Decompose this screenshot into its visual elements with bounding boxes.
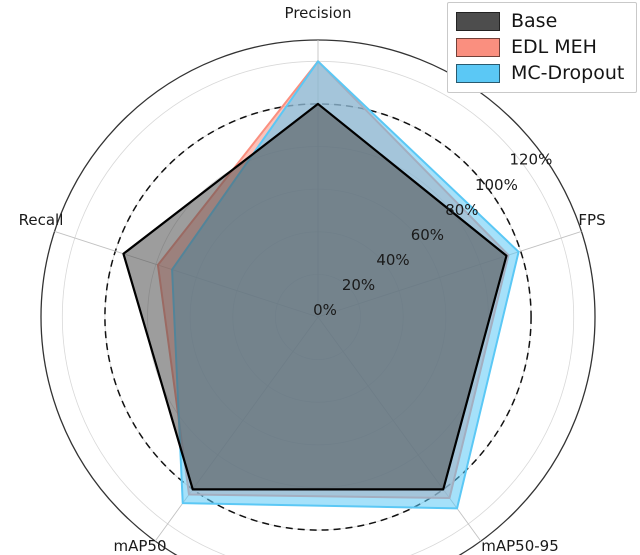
reference-ring-100: [104, 103, 532, 531]
radial-tick-40: 40%: [376, 251, 409, 269]
axis-label-map50: mAP50: [113, 537, 166, 555]
radial-tick-120: 120%: [509, 151, 552, 169]
legend-item-base[interactable]: Base: [456, 8, 628, 34]
series-polygons: [122, 60, 520, 510]
legend-label-edl-meh: EDL MEH: [511, 35, 597, 58]
radial-tick-100: 100%: [475, 176, 518, 194]
legend-swatch-edl-meh: [456, 37, 500, 57]
legend: Base EDL MEH MC-Dropout: [447, 2, 637, 93]
axis-label-fps: FPS: [578, 211, 605, 229]
legend-item-mc-dropout[interactable]: MC-Dropout: [456, 60, 628, 86]
legend-swatch-mc-dropout: [456, 63, 500, 83]
radial-tick-labels: 0% 20%40%60%80% 100% 120%: [313, 151, 552, 319]
radial-tick-0: 0%: [313, 301, 337, 319]
legend-label-base: Base: [511, 9, 558, 32]
legend-swatch-base: [456, 11, 500, 31]
legend-item-edl-meh[interactable]: EDL MEH: [456, 34, 628, 60]
radial-tick-20: 20%: [342, 276, 375, 294]
radial-tick-80: 80%: [445, 201, 478, 219]
legend-label-mc-dropout: MC-Dropout: [511, 61, 625, 84]
axis-label-map50-95: mAP50-95: [481, 537, 559, 555]
radial-tick-60: 60%: [411, 226, 444, 244]
series-polygon-base: [122, 102, 508, 491]
axis-label-recall: Recall: [19, 211, 64, 229]
axis-label-precision: Precision: [285, 4, 352, 22]
